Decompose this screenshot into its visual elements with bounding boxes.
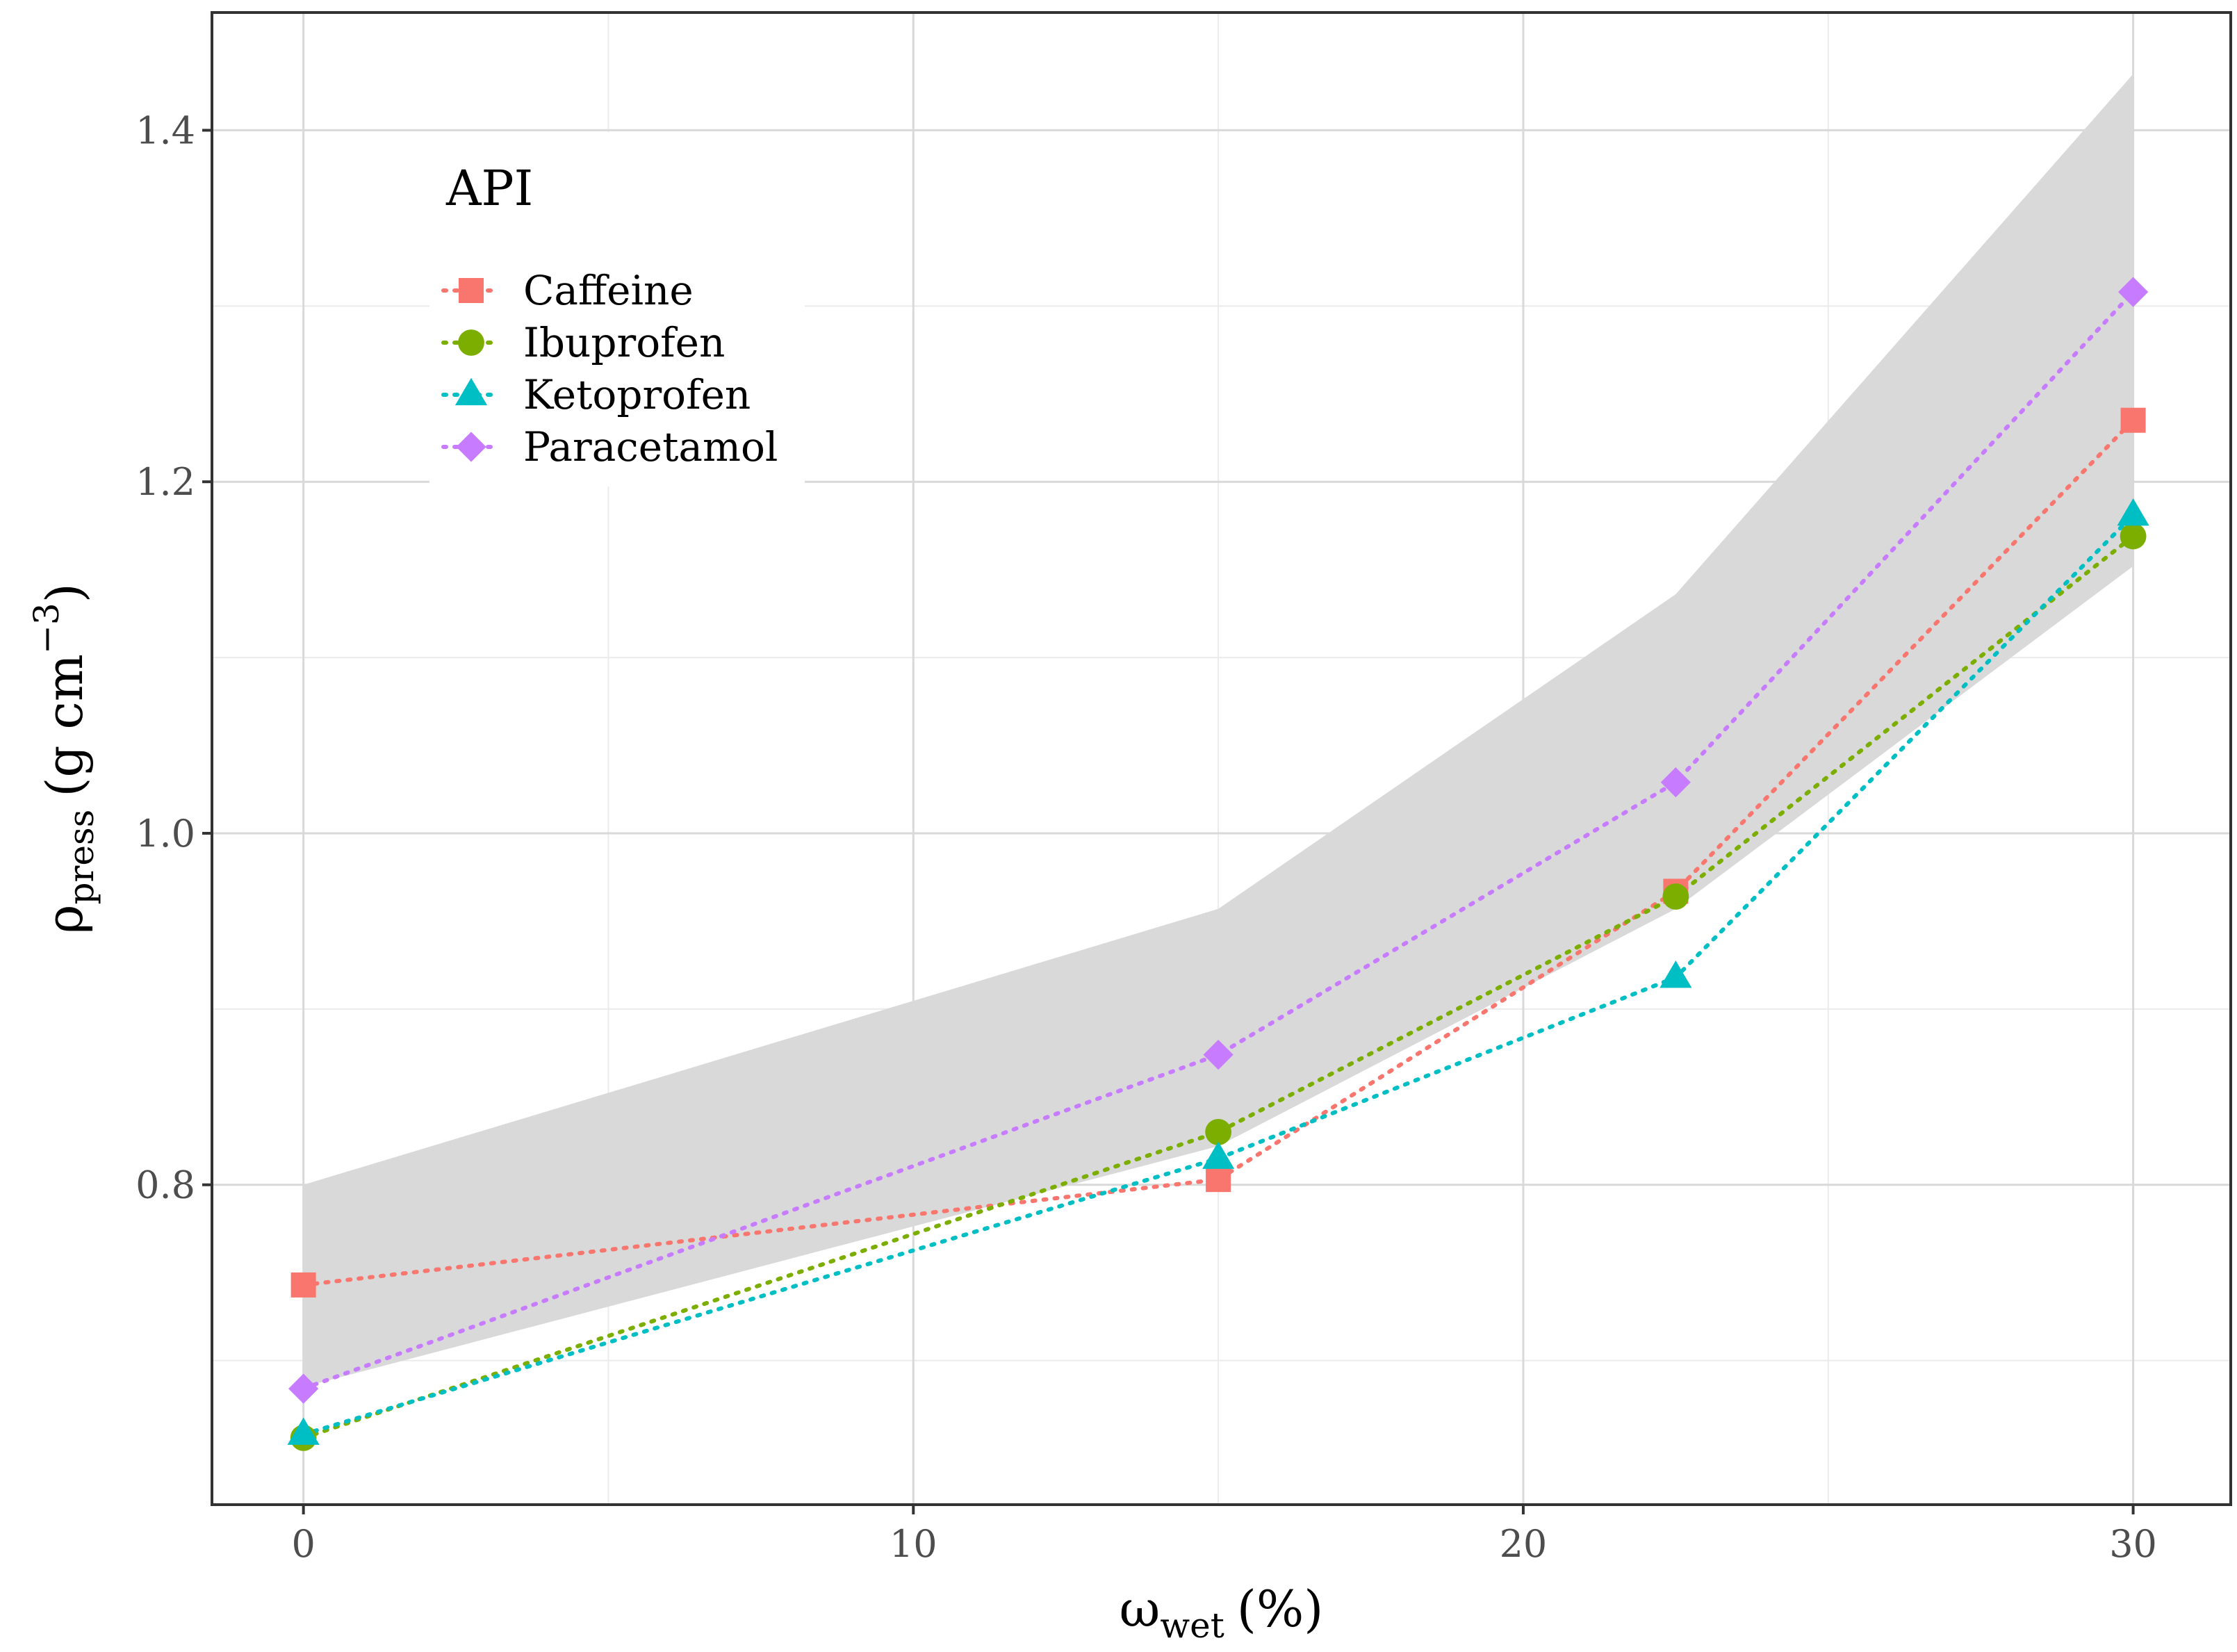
y-tick-label: 1.4	[136, 108, 195, 152]
legend-item-ibuprofen: Ibuprofen	[441, 319, 725, 366]
legend-key-marker	[456, 432, 486, 462]
data-point-ketoprofen	[287, 1417, 320, 1445]
series-line-ibuprofen	[301, 534, 2136, 1440]
y-axis-title: ρpress (g cm−3)	[26, 583, 101, 934]
data-point-ketoprofen	[1660, 960, 1692, 988]
data-point-paracetamol	[288, 1373, 319, 1404]
confidence-band-layer	[303, 74, 2133, 1387]
legend-label: Ibuprofen	[523, 319, 725, 366]
y-axis-ticks: 0.8 1.0 1.2 1.4	[136, 108, 212, 1207]
confidence-band	[303, 74, 2133, 1387]
panel-border	[211, 11, 2232, 1506]
legend-label: Paracetamol	[523, 423, 778, 471]
legend-item-ketoprofen: Ketoprofen	[441, 371, 751, 418]
series-line-caffeine	[301, 418, 2136, 1287]
data-point-caffeine	[1206, 1167, 1231, 1193]
x-axis-ticks: 0 10 20 30	[291, 1505, 2157, 1566]
data-point-ibuprofen	[1662, 883, 1689, 910]
legend-key-marker	[459, 278, 484, 303]
x-axis-title-unit: (%)	[1237, 1580, 1324, 1638]
legend-background	[429, 132, 805, 486]
y-axis-title-unit-close: )	[35, 583, 94, 603]
data-point-ketoprofen	[2117, 498, 2149, 526]
series-line-ketoprofen	[301, 513, 2136, 1437]
legend-label: Ketoprofen	[523, 371, 751, 418]
data-point-ketoprofen	[1202, 1141, 1235, 1169]
x-axis-title: ωwet (%)	[1120, 1580, 1324, 1646]
data-point-caffeine	[290, 1272, 316, 1298]
data-point-ibuprofen	[2120, 523, 2147, 550]
data-point-paracetamol	[2117, 277, 2149, 307]
legend-items: Caffeine Ibuprofen Ketoprofen Paracetamol	[441, 267, 778, 471]
legend-item-paracetamol: Paracetamol	[441, 423, 778, 471]
x-axis-title-sub: wet	[1160, 1605, 1224, 1646]
y-tick-label: 1.2	[136, 460, 195, 504]
series-lines-layer	[301, 290, 2136, 1440]
y-axis-title-unit-sup: −3	[26, 603, 67, 654]
x-tick-label: 0	[291, 1522, 315, 1566]
legend: API Caffeine Ibuprofen Ketoprofen Paracetam…	[429, 132, 805, 486]
data-point-ibuprofen	[1205, 1118, 1232, 1145]
legend-title: API	[445, 160, 533, 217]
legend-item-caffeine: Caffeine	[441, 267, 694, 314]
legend-key-marker	[458, 329, 484, 356]
x-axis-title-main: ω	[1120, 1580, 1161, 1638]
data-point-paracetamol	[1203, 1040, 1234, 1070]
series-markers-layer	[287, 277, 2149, 1451]
y-axis-title-main: ρ	[35, 904, 94, 933]
data-point-paracetamol	[1660, 767, 1691, 798]
y-axis-title-sub: press	[61, 810, 101, 905]
x-tick-label: 10	[890, 1522, 937, 1566]
y-tick-label: 1.0	[136, 812, 195, 856]
legend-key-marker	[454, 377, 488, 406]
data-point-caffeine	[2120, 407, 2146, 433]
legend-label: Caffeine	[523, 267, 694, 314]
y-axis-title-unit-open: (g cm	[35, 654, 94, 797]
x-tick-label: 20	[1500, 1522, 1548, 1566]
y-tick-label: 0.8	[136, 1163, 195, 1207]
x-tick-label: 30	[2109, 1522, 2157, 1566]
